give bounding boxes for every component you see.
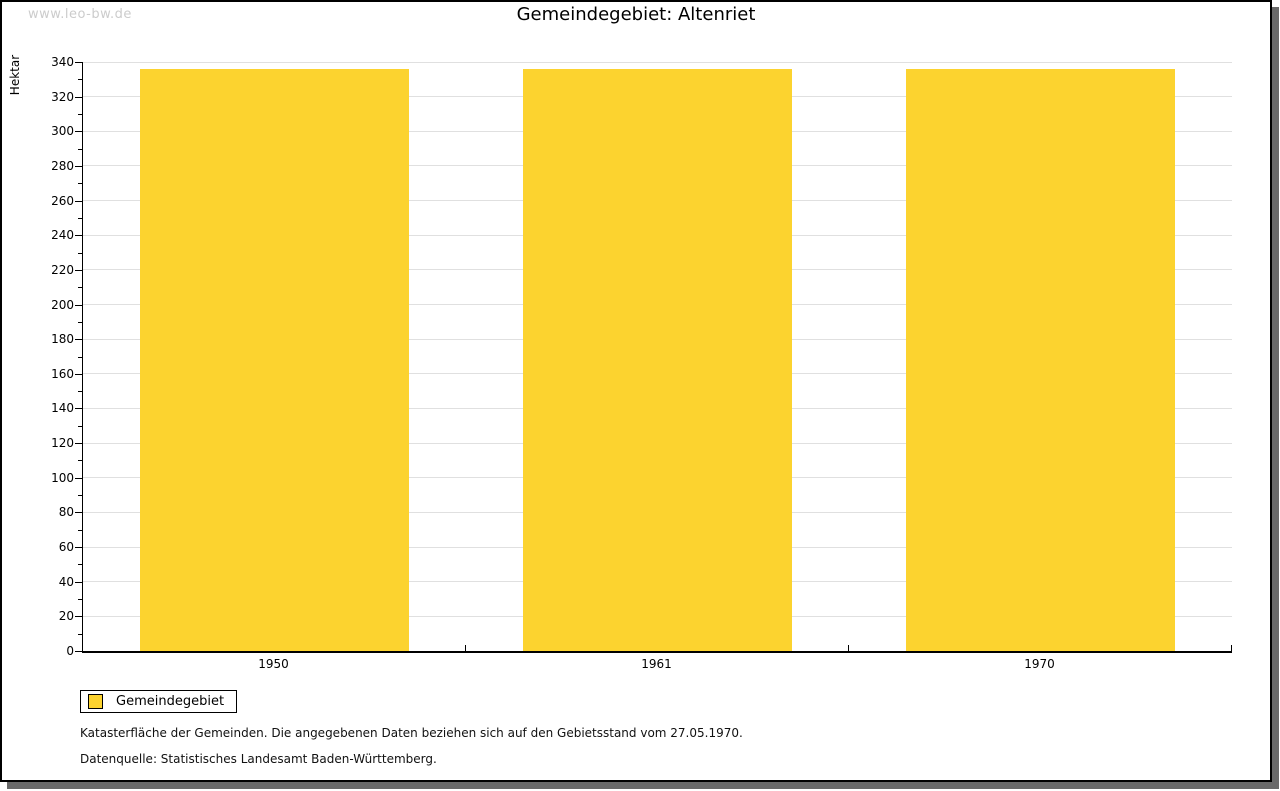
- gridline: [83, 61, 1232, 63]
- y-axis-minor-tick: [78, 79, 82, 81]
- y-axis-minor-tick: [78, 148, 82, 150]
- y-tick-label: 260: [51, 193, 74, 208]
- y-axis-minor-tick: [78, 113, 82, 115]
- y-tick-label: 140: [51, 401, 74, 416]
- y-axis-tick: [75, 131, 82, 133]
- y-axis-tick: [75, 651, 82, 652]
- legend: Gemeindegebiet: [80, 690, 238, 713]
- y-axis-minor-tick: [78, 564, 82, 566]
- legend-swatch-icon: [88, 694, 103, 709]
- y-tick-label: 20: [58, 609, 74, 624]
- plot-area: [82, 61, 1232, 653]
- legend-label: Gemeindegebiet: [116, 694, 225, 709]
- y-axis-minor-tick: [78, 425, 82, 427]
- y-axis-minor-tick: [78, 460, 82, 462]
- footnote-source: Datenquelle: Statistisches Landesamt Bad…: [80, 752, 437, 766]
- y-axis-tick: [75, 339, 82, 341]
- y-axis-tick: [75, 304, 82, 306]
- y-tick-label: 180: [51, 332, 74, 347]
- y-axis-tick: [75, 616, 82, 618]
- y-tick-label: 60: [58, 540, 74, 555]
- x-tick-label: 1970: [1024, 657, 1055, 671]
- y-axis: 0 20 40 60 80 100 120 140 160 180 200 220 240 260 280 3…: [2, 55, 82, 658]
- y-tick-label: 0: [66, 644, 74, 658]
- y-tick-label: 200: [51, 297, 74, 312]
- y-axis-tick: [75, 269, 82, 271]
- y-axis-minor-tick: [78, 356, 82, 358]
- y-tick-label: 240: [51, 228, 74, 243]
- y-tick-label: 160: [51, 366, 74, 381]
- y-tick-label: 220: [51, 262, 74, 277]
- y-axis-minor-tick: [78, 599, 82, 601]
- y-axis-tick: [75, 96, 82, 98]
- y-axis-minor-tick: [78, 217, 82, 219]
- y-axis-minor-tick: [78, 495, 82, 497]
- y-tick-label: 300: [51, 124, 74, 139]
- y-axis-minor-tick: [78, 183, 82, 185]
- y-axis-tick: [75, 581, 82, 583]
- x-axis-tick: [848, 645, 849, 651]
- y-axis-tick: [75, 443, 82, 445]
- chart-title: Gemeindegebiet: Altenriet: [516, 4, 756, 25]
- y-axis-minor-tick: [78, 391, 82, 393]
- bar-1950: [140, 68, 409, 651]
- bar-1970: [906, 68, 1175, 651]
- y-tick-label: 320: [51, 89, 74, 104]
- y-axis-tick: [75, 477, 82, 479]
- y-tick-label: 280: [51, 158, 74, 173]
- x-tick-label: 1961: [641, 657, 672, 671]
- y-axis-tick: [75, 200, 82, 202]
- y-axis-minor-tick: [78, 252, 82, 254]
- y-axis-minor-tick: [78, 287, 82, 289]
- y-axis-minor-tick: [78, 321, 82, 323]
- y-tick-label: 100: [51, 470, 74, 485]
- y-axis-minor-tick: [78, 633, 82, 635]
- y-tick-label: 80: [58, 505, 74, 520]
- x-axis-tick: [465, 645, 466, 651]
- y-axis-tick: [75, 373, 82, 375]
- y-tick-label: 40: [58, 574, 74, 589]
- x-tick-label: 1950: [258, 657, 289, 671]
- y-axis-tick: [75, 547, 82, 549]
- y-tick-label: 340: [51, 55, 74, 69]
- y-axis-tick: [75, 408, 82, 410]
- y-axis-tick: [75, 512, 82, 514]
- y-axis-tick: [75, 235, 82, 237]
- bar-1961: [523, 68, 792, 651]
- x-axis: 1950 1961 1970: [82, 657, 1231, 675]
- footnote-description: Katasterfläche der Gemeinden. Die angege…: [80, 726, 743, 740]
- y-axis-tick: [75, 165, 82, 167]
- y-axis-tick: [75, 62, 82, 63]
- x-axis-tick: [1231, 645, 1232, 651]
- y-tick-label: 120: [51, 436, 74, 451]
- watermark: www.leo-bw.de: [28, 7, 132, 22]
- y-axis-minor-tick: [78, 529, 82, 531]
